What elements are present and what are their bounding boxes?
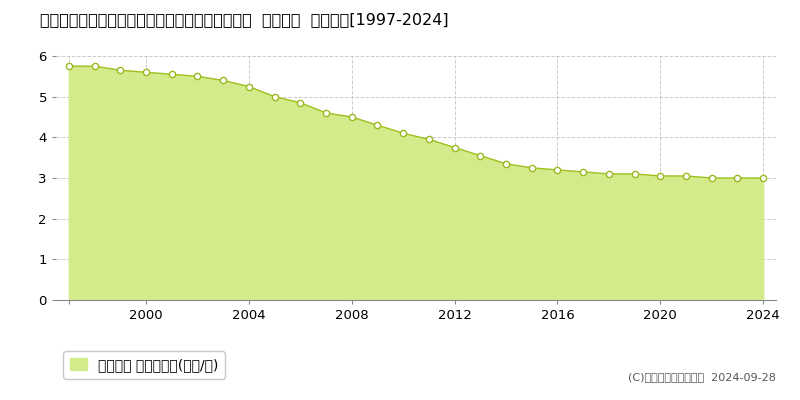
- Text: 青森県北津軽郡鶴田町大字鶴田字前田１２８番５  基準地価  地価推移[1997-2024]: 青森県北津軽郡鶴田町大字鶴田字前田１２８番５ 基準地価 地価推移[1997-20…: [40, 12, 449, 27]
- Legend: 基準地価 平均坪単価(万円/坪): 基準地価 平均坪単価(万円/坪): [63, 351, 225, 379]
- Text: (C)土地価格ドットコム  2024-09-28: (C)土地価格ドットコム 2024-09-28: [628, 372, 776, 382]
